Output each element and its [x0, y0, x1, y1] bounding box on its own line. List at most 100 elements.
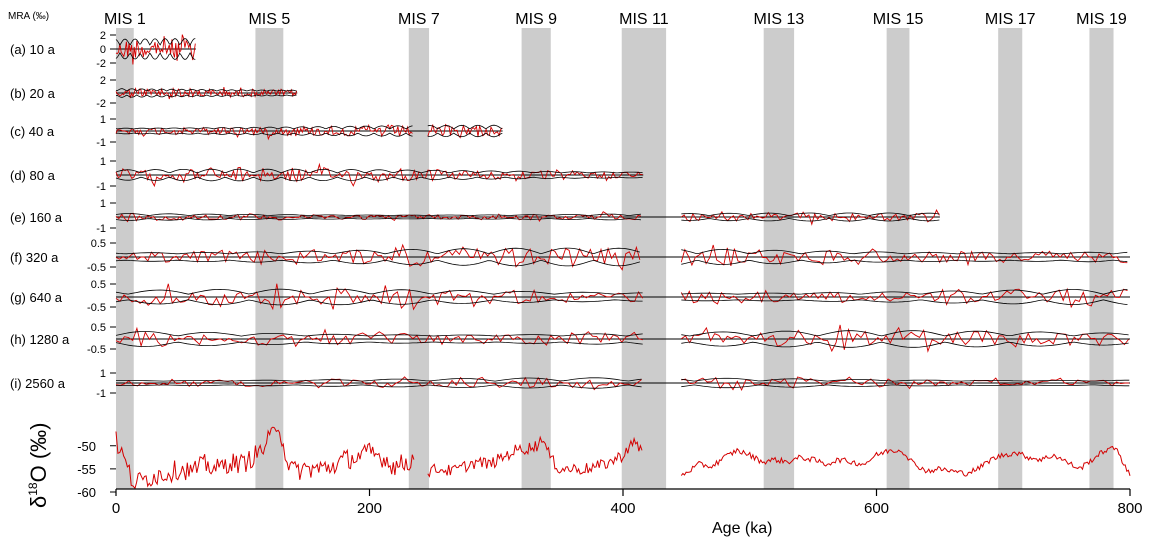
panel-tick-label-0-0: 2 [100, 30, 106, 42]
mis-label-6: MIS 15 [873, 11, 924, 28]
mis-band-6 [886, 28, 910, 489]
mis-bands: MIS 1 MIS 5 MIS 7 MIS 9 MIS 11 MIS 13 MIS 15 MI… [104, 11, 1127, 489]
panel-envelope-upper-4-0 [115, 213, 641, 217]
mra-panel-6: (g) 640 a 0.5 -0.5 [10, 279, 1130, 314]
panel-tick-label-5-1: -0.5 [87, 262, 106, 274]
mra-panel-0: (a) 10 a 2 0 -2 [10, 30, 196, 70]
x-tick-label-4: 800 [1117, 500, 1142, 517]
panel-envelope-lower-4-1 [681, 217, 940, 222]
panel-envelope-lower-1-0 [115, 94, 297, 98]
x-tick-label-2: 400 [610, 500, 635, 517]
mis-label-3: MIS 9 [515, 11, 557, 28]
panel-tick-label-1-0: 2 [100, 75, 106, 87]
panel-label-5: (f) 320 a [10, 250, 59, 265]
panel-tick-label-2-0: 1 [100, 114, 106, 126]
svg-text:δ18O (‰): δ18O (‰) [26, 423, 51, 509]
panel-envelope-upper-4-1 [681, 212, 940, 217]
d18o-tick-label-2: -60 [77, 485, 96, 500]
labels: MRA (‰) Age (ka) δ18O (‰) [8, 11, 772, 537]
panel-signal-4-1 [681, 209, 940, 226]
panel-signal-2-1 [427, 123, 503, 139]
mra-panel-2: (c) 40 a 1 -1 [10, 114, 503, 149]
panel-envelope-upper-1-0 [115, 88, 297, 92]
panel-envelope-lower-4-0 [115, 217, 641, 221]
panel-label-1: (b) 20 a [10, 86, 56, 101]
d18o-line-1 [427, 435, 643, 478]
panel-envelope-lower-2-0 [115, 132, 413, 137]
panel-signal-8-1 [681, 376, 1130, 391]
panel-tick-label-4-1: -1 [96, 223, 106, 235]
panel-tick-label-3-0: 1 [100, 156, 106, 168]
mis-band-4 [621, 28, 667, 489]
mis-label-8: MIS 19 [1076, 11, 1127, 28]
panel-tick-label-2-1: -1 [96, 137, 106, 149]
panel-envelope-lower-3-0 [115, 176, 643, 182]
d18o-line-0 [115, 426, 415, 490]
mra-axis-label: MRA (‰) [8, 11, 49, 22]
mis-label-7: MIS 17 [985, 11, 1036, 28]
panel-envelope-lower-8-1 [681, 384, 1130, 389]
mra-panel-7: (h) 1280 a 0.5 -0.5 [10, 322, 1130, 356]
panel-envelope-upper-2-1 [427, 124, 503, 130]
panel-envelope-upper-6-0 [115, 288, 643, 295]
mis-label-1: MIS 5 [248, 11, 290, 28]
panel-envelope-upper-2-0 [115, 125, 413, 130]
panel-envelope-lower-8-0 [115, 384, 642, 389]
panel-envelope-lower-6-1 [681, 299, 1128, 305]
panel-envelope-lower-7-0 [115, 341, 643, 347]
panel-tick-label-7-0: 0.5 [91, 322, 106, 334]
panel-label-2: (c) 40 a [10, 124, 55, 139]
mis-band-0 [116, 28, 134, 489]
panel-tick-label-8-1: -1 [96, 388, 106, 400]
panel-label-8: (i) 2560 a [10, 376, 66, 391]
panel-signal-3-0 [115, 162, 643, 188]
mis-band-7 [998, 28, 1023, 489]
d18o-tick-label-1: -55 [77, 462, 96, 477]
x-tick-label-1: 200 [357, 500, 382, 517]
panel-envelope-upper-7-1 [681, 330, 1129, 337]
panel-label-0: (a) 10 a [10, 42, 56, 57]
panel-tick-label-8-0: 1 [100, 368, 106, 380]
d18o-panel: -50 -55 -60 [77, 426, 1131, 500]
mra-panel-1: (b) 20 a 2 -2 [10, 75, 298, 110]
mra-panel-5: (f) 320 a 0.5 -0.5 [10, 238, 1130, 274]
d18o-line-2 [680, 445, 1131, 477]
panel-tick-label-4-0: 1 [100, 198, 106, 210]
x-tick-label-0: 0 [112, 500, 120, 517]
mra-panel-4: (e) 160 a 1 -1 [10, 198, 940, 235]
panel-label-6: (g) 640 a [10, 290, 63, 305]
panel-label-7: (h) 1280 a [10, 332, 70, 347]
panel-envelope-upper-6-1 [681, 289, 1128, 295]
x-axis: 0 200 400 600 800 [112, 488, 1143, 517]
mra-panel-8: (i) 2560 a 1 -1 [10, 368, 1130, 400]
panel-tick-label-3-1: -1 [96, 181, 106, 193]
panel-signal-6-1 [680, 287, 1128, 309]
x-tick-label-3: 600 [864, 500, 889, 517]
panel-envelope-lower-5-1 [681, 259, 1128, 266]
panel-envelope-upper-0-0 [115, 38, 196, 46]
panel-signal-7-0 [115, 326, 643, 348]
panel-tick-label-6-1: -0.5 [87, 302, 106, 314]
mis-label-0: MIS 1 [104, 11, 146, 28]
panel-label-4: (e) 160 a [10, 210, 63, 225]
panel-envelope-lower-5-0 [115, 259, 641, 267]
panel-tick-label-0-1: 0 [100, 44, 106, 56]
mra-panel-3: (d) 80 a 1 -1 [10, 156, 644, 193]
panel-envelope-upper-8-0 [115, 377, 642, 382]
panel-signal-7-1 [681, 324, 1129, 353]
panel-envelope-lower-6-0 [115, 299, 643, 306]
d18o-axis-label: δ18O (‰) [26, 423, 51, 509]
panel-tick-label-5-0: 0.5 [91, 238, 106, 250]
x-axis-label: Age (ka) [712, 520, 772, 537]
d18o-tick-label-0: -50 [77, 439, 96, 454]
panel-envelope-upper-3-0 [115, 168, 643, 174]
panel-tick-label-1-1: -2 [96, 98, 106, 110]
mis-band-5 [763, 28, 795, 489]
panel-envelope-upper-8-1 [681, 377, 1130, 382]
panel-signal-1-0 [115, 86, 298, 100]
panel-envelope-lower-0-0 [115, 52, 196, 60]
panel-tick-label-6-0: 0.5 [91, 279, 106, 291]
panel-envelope-upper-5-0 [115, 247, 641, 255]
mis-band-8 [1089, 28, 1114, 489]
